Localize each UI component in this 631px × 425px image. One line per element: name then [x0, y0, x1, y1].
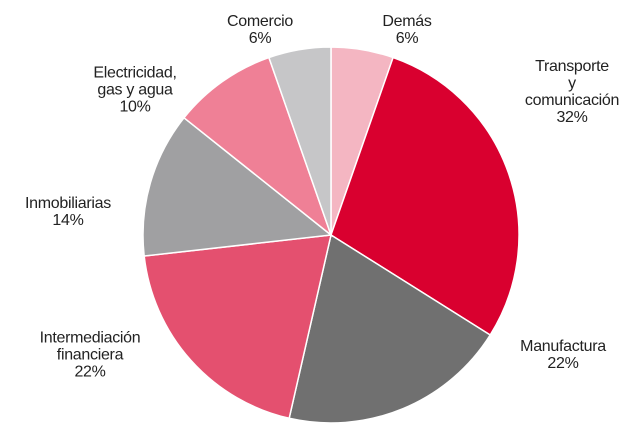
value-label: 10% [119, 98, 151, 116]
pie-slice [142, 116, 333, 257]
category-label: Demás [382, 13, 432, 30]
value-label: 22% [74, 363, 106, 381]
slice-label: Electricidad, gas y agua 10% [93, 64, 177, 116]
value-label: 6% [395, 30, 419, 47]
slice-label: Inmobiliarias 14% [25, 195, 111, 229]
category-label: Electricidad, gas y agua [93, 64, 177, 99]
value-label: 22% [547, 355, 579, 372]
value-label: 6% [248, 30, 272, 47]
category-label: Intermediación financiera [39, 329, 141, 364]
pie-slice [143, 234, 332, 420]
value-label: 32% [556, 109, 588, 126]
pie-slice [267, 46, 332, 236]
category-label: Manufactura [520, 338, 606, 355]
pie-slice [330, 56, 520, 337]
category-label: Inmobiliarias [25, 195, 111, 212]
slice-label: Transporte y comunicación 32% [524, 58, 620, 126]
slice-label: Manufactura 22% [520, 338, 606, 372]
category-label: Comercio [226, 13, 294, 30]
category-label: Transporte y comunicación [524, 58, 620, 109]
pie-slice [182, 56, 333, 238]
pie-slice [288, 233, 492, 424]
value-label: 14% [52, 212, 84, 229]
slice-label: Demás 6% [382, 13, 431, 47]
slice-label: Intermediación financiera 22% [40, 330, 141, 381]
slice-label: Comercio 6% [227, 13, 293, 47]
